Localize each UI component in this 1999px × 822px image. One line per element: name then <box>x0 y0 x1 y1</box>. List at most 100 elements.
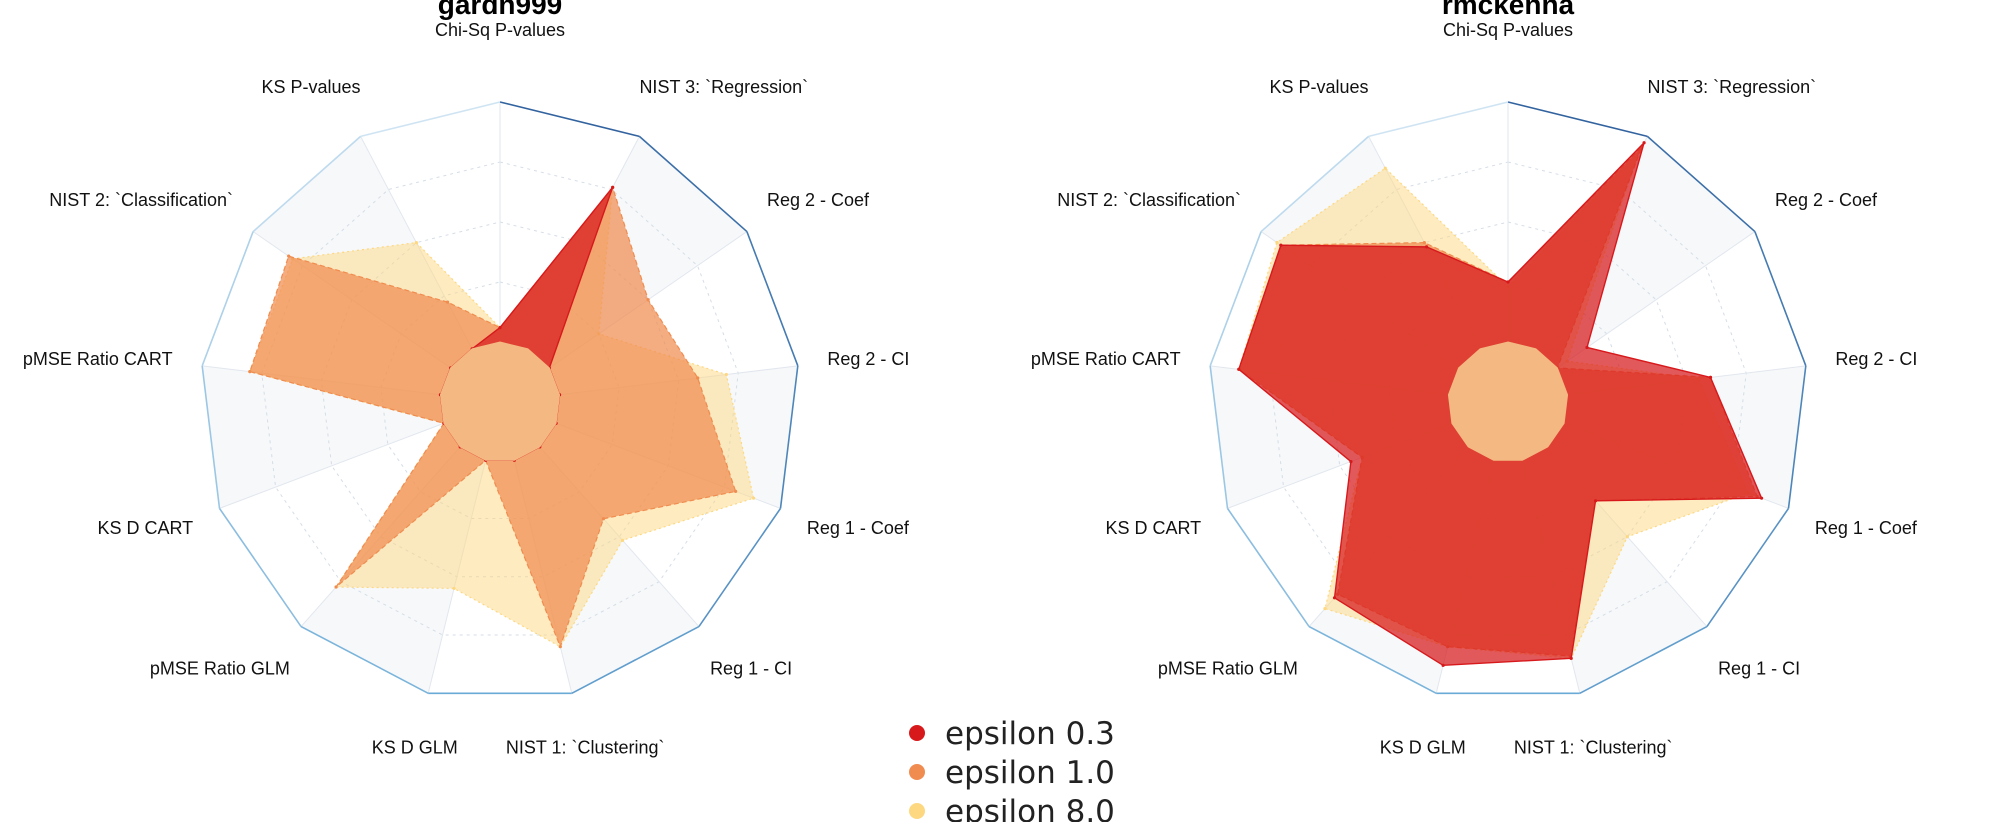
data-point <box>248 370 252 374</box>
outer-frame-edge <box>746 231 799 367</box>
data-point <box>445 300 450 304</box>
data-point <box>734 489 738 493</box>
outer-frame-edge <box>218 507 302 628</box>
chart-subtitle: Chi-Sq P-values <box>1443 20 1573 40</box>
data-point <box>1569 656 1573 660</box>
grid-spoke <box>219 422 445 509</box>
data-point <box>1279 243 1283 247</box>
axis-label: Reg 1 - CI <box>1718 658 1800 678</box>
data-point <box>558 645 562 649</box>
outer-frame-edge <box>1209 231 1262 367</box>
axis-label: Reg 2 - Coef <box>1775 190 1878 210</box>
outer-frame-edge <box>1260 135 1370 233</box>
data-point <box>646 298 650 302</box>
axis-label: NIST 3: `Regression` <box>639 77 808 97</box>
data-point <box>611 185 615 189</box>
chart-title: gardn999 <box>438 0 563 20</box>
legend-label: epsilon 8.0 <box>945 794 1115 822</box>
data-point <box>696 376 700 380</box>
data-point <box>1237 367 1241 371</box>
outer-frame-edge <box>201 365 221 509</box>
axis-label: Reg 1 - CI <box>710 658 792 678</box>
data-point <box>620 538 625 542</box>
data-point <box>1759 496 1764 500</box>
axis-label: pMSE Ratio GLM <box>150 658 290 678</box>
axis-label: KS P-values <box>262 77 361 97</box>
data-point <box>1593 499 1598 503</box>
data-point <box>1323 606 1327 611</box>
axis-label: pMSE Ratio GLM <box>1158 658 1298 678</box>
data-point <box>1625 535 1629 539</box>
axis-label: NIST 1: `Clustering` <box>506 738 665 758</box>
data-point <box>1275 240 1279 245</box>
inner-hub <box>439 341 561 461</box>
data-point <box>751 496 756 500</box>
axis-label: Reg 1 - Coef <box>807 518 910 538</box>
axis-label: pMSE Ratio CART <box>1031 349 1181 369</box>
data-point <box>1383 166 1387 170</box>
outer-frame-edge <box>300 625 429 694</box>
legend-label: epsilon 0.3 <box>945 716 1115 752</box>
axis-label: Reg 1 - Coef <box>1815 518 1918 538</box>
outer-frame-edge <box>1507 101 1648 138</box>
outer-frame-edge <box>1226 507 1310 628</box>
data-point <box>1506 280 1510 284</box>
outer-frame-edge <box>360 101 501 138</box>
data-point <box>1585 345 1589 350</box>
axis-label: NIST 2: `Classification` <box>1057 190 1241 210</box>
axis-label: KS D CART <box>97 518 193 538</box>
data-point <box>601 517 606 521</box>
data-point <box>1642 141 1646 145</box>
legend-swatch <box>909 764 925 780</box>
data-point <box>1349 459 1353 464</box>
outer-frame-edge <box>779 365 799 509</box>
data-point <box>498 326 502 330</box>
outer-frame-edge <box>1209 365 1229 509</box>
outer-frame-edge <box>698 507 782 628</box>
outer-frame-edge <box>1706 507 1790 628</box>
data-point <box>1441 663 1445 667</box>
grid-spoke <box>1557 231 1756 369</box>
axis-label: KS P-values <box>1270 77 1369 97</box>
outer-frame-edge <box>1308 625 1437 694</box>
data-point <box>1332 596 1337 600</box>
data-point <box>724 372 728 377</box>
data-point <box>287 254 291 258</box>
outer-frame-edge <box>1646 135 1756 233</box>
axis-label: KS D GLM <box>1380 738 1466 758</box>
outer-frame-edge <box>252 135 362 233</box>
axis-label: NIST 3: `Regression` <box>1647 77 1816 97</box>
axis-label: pMSE Ratio CART <box>23 349 173 369</box>
axis-label: Reg 2 - Coef <box>767 190 870 210</box>
data-point <box>452 586 456 591</box>
outer-frame-edge <box>1579 625 1708 694</box>
outer-frame-edge <box>638 135 748 233</box>
outer-frame-edge <box>499 101 640 138</box>
outer-frame-edge <box>1754 231 1807 367</box>
axis-label: KS D GLM <box>372 738 458 758</box>
axis-label: NIST 1: `Clustering` <box>1514 738 1673 758</box>
data-point <box>1708 375 1713 380</box>
data-point <box>334 585 338 589</box>
axis-label: NIST 2: `Classification` <box>49 190 233 210</box>
legend-swatch <box>909 725 925 741</box>
chart-title: rmckenna <box>1442 0 1575 20</box>
data-point <box>1424 245 1429 249</box>
inner-hub <box>1447 341 1569 461</box>
axis-label: Reg 2 - CI <box>1835 349 1917 369</box>
outer-frame-edge <box>1368 101 1509 138</box>
outer-frame-edge <box>571 625 700 694</box>
data-point <box>1422 241 1426 245</box>
data-point <box>414 241 418 245</box>
outer-frame-edge <box>1787 365 1807 509</box>
outer-frame-edge <box>201 231 254 367</box>
chart-subtitle: Chi-Sq P-values <box>435 20 565 40</box>
legend-label: epsilon 1.0 <box>945 755 1115 791</box>
axis-label: Reg 2 - CI <box>827 349 909 369</box>
axis-label: KS D CART <box>1105 518 1201 538</box>
legend-swatch <box>909 803 925 819</box>
